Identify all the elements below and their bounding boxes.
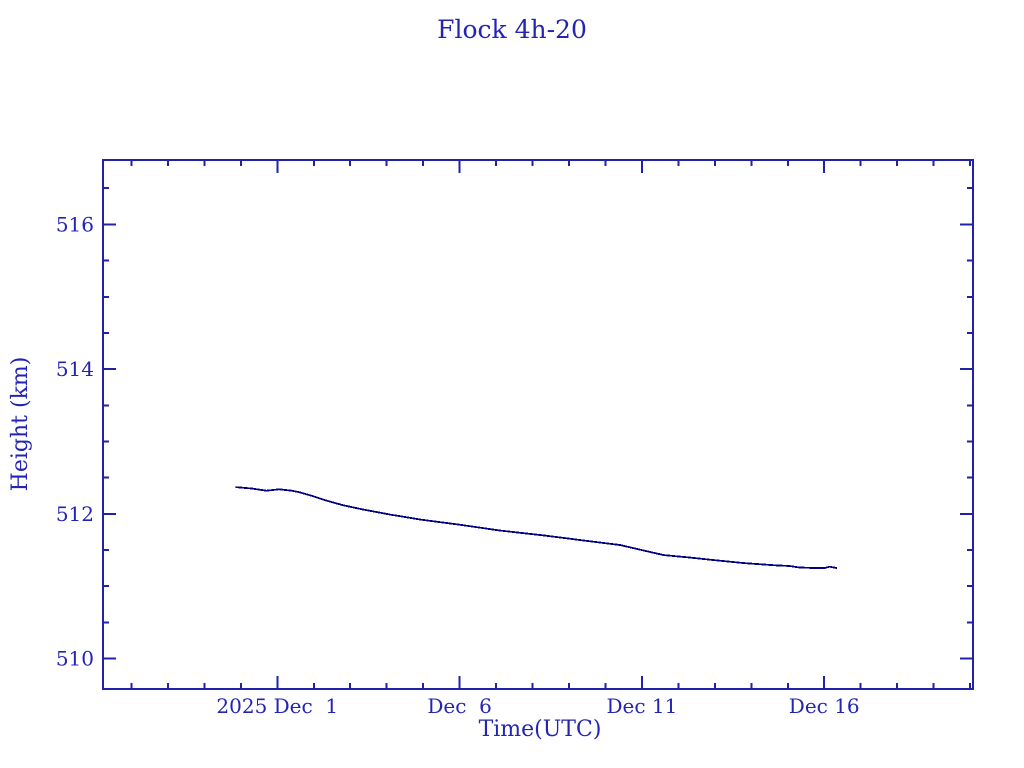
y-tick-label: 514 [56,357,94,381]
y-axis-label: Height (km) [8,357,33,492]
y-tick-label: 512 [56,502,94,526]
plot-area: 2025 Dec 1 Dec 6 Dec 11 Dec 16 510 512 514 516 [56,159,974,718]
x-tick-label: Dec 6 [427,694,492,718]
y-tick-label: 516 [56,212,94,236]
chart-title: Flock 4h-20 [437,15,587,44]
y-tick-label: 510 [56,647,94,671]
x-tick-label: 2025 Dec 1 [216,694,338,718]
plot-frame [102,159,974,690]
x-axis-label: Time(UTC) [479,717,602,742]
x-tick-label: Dec 11 [606,694,677,718]
height-data-line [235,486,838,569]
x-tick-label: Dec 16 [789,694,860,718]
